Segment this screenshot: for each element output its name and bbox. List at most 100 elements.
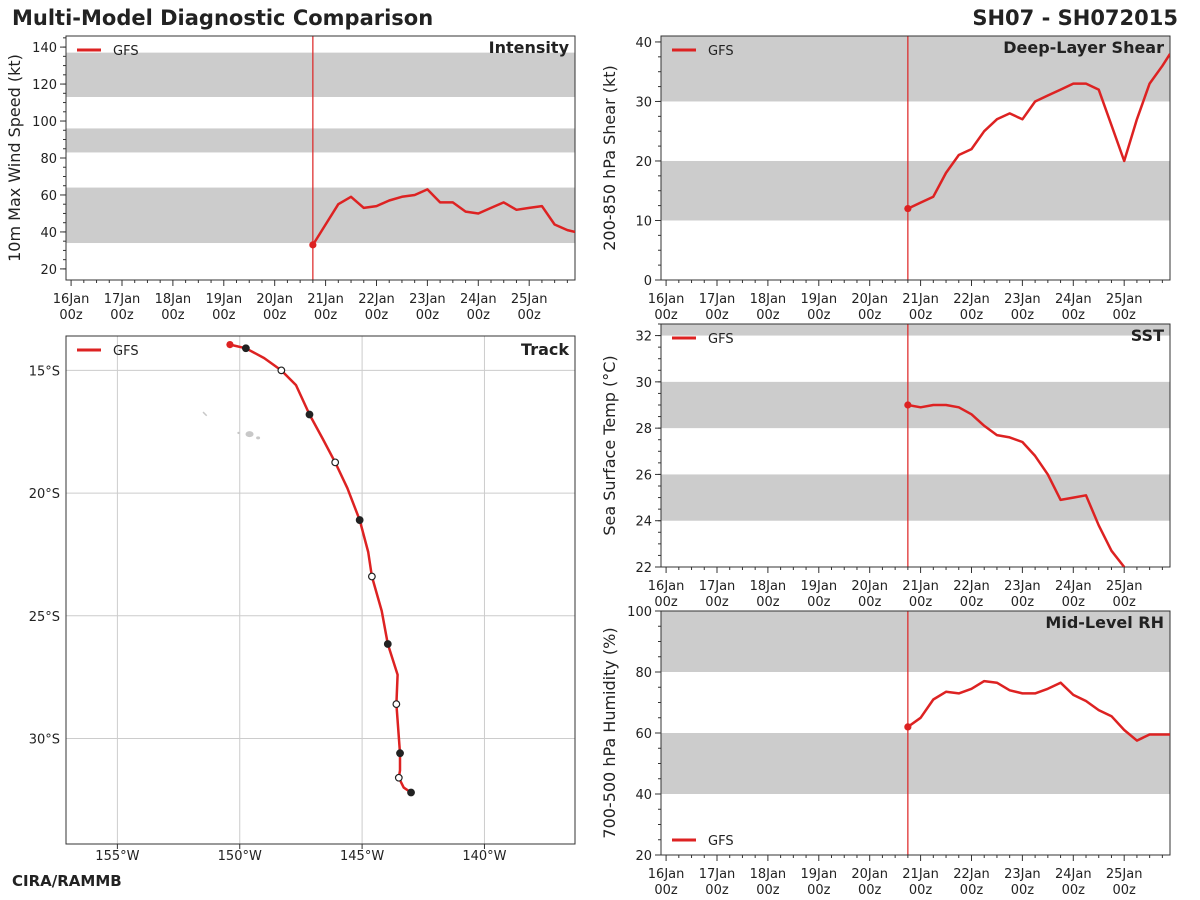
x-tick-label-day: 21Jan: [902, 292, 939, 307]
x-tick-label-day: 22Jan: [953, 292, 990, 307]
track-marker-00z: [396, 749, 404, 758]
x-tick-label-day: 20Jan: [851, 292, 888, 307]
shaded-band: [661, 381, 1170, 429]
legend-label: GFS: [113, 344, 139, 359]
x-tick-label-hour: 00z: [59, 308, 83, 323]
shaded-band: [661, 733, 1170, 794]
x-tick-label-day: 16Jan: [53, 292, 90, 307]
rh-panel: 2040608010016Jan00z17Jan00z18Jan00z19Jan…: [600, 605, 1171, 898]
y-axis-label: 700-500 hPa Humidity (%): [600, 627, 619, 838]
x-tick-label-day: 16Jan: [648, 867, 685, 882]
lon-tick-label: 145°W: [340, 849, 384, 864]
shaded-band: [661, 36, 1170, 102]
x-tick-label-hour: 00z: [467, 308, 491, 323]
shaded-band: [66, 52, 575, 97]
y-tick-label: 40: [635, 36, 652, 51]
x-tick-label-day: 21Jan: [307, 292, 344, 307]
y-tick-label: 32: [635, 330, 652, 345]
x-tick-label-hour: 00z: [960, 595, 984, 610]
x-tick-label-day: 20Jan: [256, 292, 293, 307]
x-tick-label-hour: 00z: [705, 595, 729, 610]
x-tick-label-hour: 00z: [654, 595, 678, 610]
panel-title: Deep-Layer Shear: [1003, 38, 1164, 57]
gfs-series-line: [311, 188, 575, 246]
x-tick-label-hour: 00z: [1011, 595, 1035, 610]
shaded-band: [661, 160, 1170, 221]
x-tick-label-hour: 00z: [960, 883, 984, 898]
figure-title: Multi-Model Diagnostic Comparison: [12, 6, 434, 30]
y-tick-label: 20: [635, 155, 652, 170]
x-tick-label-day: 18Jan: [750, 292, 787, 307]
x-tick-label-hour: 00z: [654, 308, 678, 323]
track-panel: 155°W 150°W 145°W 140°W 15°S 20°S 25°S 30°S Trac…: [29, 335, 576, 864]
y-tick-label: 60: [40, 189, 57, 204]
x-tick-label-hour: 00z: [1062, 595, 1086, 610]
lon-tick-label: 155°W: [95, 849, 139, 864]
track-marker-12z: [394, 773, 403, 782]
x-tick-label-day: 16Jan: [648, 579, 685, 594]
x-tick-label-hour: 00z: [705, 308, 729, 323]
y-axis-label: Sea Surface Temp (°C): [600, 355, 619, 535]
y-axis-label: 10m Max Wind Speed (kt): [5, 54, 24, 262]
y-tick-label: 120: [32, 78, 57, 93]
panel-title: Intensity: [489, 38, 570, 57]
y-tick-label: 26: [635, 468, 652, 483]
x-tick-label-day: 21Jan: [902, 579, 939, 594]
gfs-start-point: [309, 241, 317, 249]
x-tick-label-hour: 00z: [110, 308, 134, 323]
gfs-track-line: [229, 343, 412, 794]
x-tick-label-hour: 00z: [654, 883, 678, 898]
x-tick-label-day: 22Jan: [953, 867, 990, 882]
x-tick-label-hour: 00z: [909, 308, 933, 323]
lon-tick-label: 150°W: [218, 849, 262, 864]
x-tick-label-day: 23Jan: [1004, 292, 1041, 307]
x-tick-label-hour: 00z: [365, 308, 389, 323]
x-tick-label-day: 19Jan: [800, 292, 837, 307]
x-tick-label-day: 20Jan: [851, 867, 888, 882]
shaded-band: [661, 324, 1170, 336]
x-tick-label-hour: 00z: [1113, 883, 1137, 898]
y-tick-label: 10: [635, 214, 652, 229]
x-tick-label-hour: 00z: [1011, 308, 1035, 323]
x-tick-label-day: 17Jan: [699, 579, 736, 594]
track-marker-00z: [407, 788, 415, 797]
x-tick-label-day: 20Jan: [851, 579, 888, 594]
legend-label: GFS: [708, 332, 734, 347]
y-tick-label: 100: [627, 605, 652, 620]
lon-tick-label: 140°W: [462, 849, 506, 864]
x-tick-label-day: 16Jan: [648, 292, 685, 307]
x-tick-label-hour: 00z: [518, 308, 542, 323]
track-marker-00z: [305, 410, 314, 419]
x-tick-label-hour: 00z: [1113, 595, 1137, 610]
axes-frame: [660, 323, 1171, 568]
x-tick-label-hour: 00z: [705, 883, 729, 898]
panel-title: SST: [1131, 326, 1164, 345]
x-tick-label-day: 25Jan: [1106, 292, 1143, 307]
x-tick-label-hour: 00z: [416, 308, 440, 323]
sst-panel: 22242628303216Jan00z17Jan00z18Jan00z19Ja…: [600, 323, 1171, 610]
x-tick-label-day: 24Jan: [460, 292, 497, 307]
x-tick-label-hour: 00z: [909, 595, 933, 610]
x-tick-label-day: 24Jan: [1055, 579, 1092, 594]
axes-frame: [65, 335, 576, 845]
x-tick-label-day: 23Jan: [409, 292, 446, 307]
y-tick-label: 22: [635, 561, 652, 576]
x-tick-label-day: 22Jan: [358, 292, 395, 307]
y-tick-label: 20: [40, 263, 57, 278]
x-tick-label-day: 19Jan: [205, 292, 242, 307]
panel-title: Track: [521, 340, 569, 359]
gfs-track-start: [226, 340, 234, 349]
track-marker-12z: [392, 700, 401, 709]
x-tick-label-hour: 00z: [858, 308, 882, 323]
x-tick-label-hour: 00z: [858, 883, 882, 898]
x-tick-label-hour: 00z: [807, 883, 831, 898]
x-tick-label-hour: 00z: [212, 308, 236, 323]
x-tick-label-hour: 00z: [756, 883, 780, 898]
lat-tick-label: 15°S: [29, 364, 60, 379]
x-tick-label-day: 23Jan: [1004, 867, 1041, 882]
x-tick-label-hour: 00z: [314, 308, 338, 323]
x-tick-label-day: 18Jan: [750, 579, 787, 594]
shaded-band: [661, 474, 1170, 521]
gfs-start-point: [904, 401, 912, 409]
island-shape: [237, 431, 240, 435]
